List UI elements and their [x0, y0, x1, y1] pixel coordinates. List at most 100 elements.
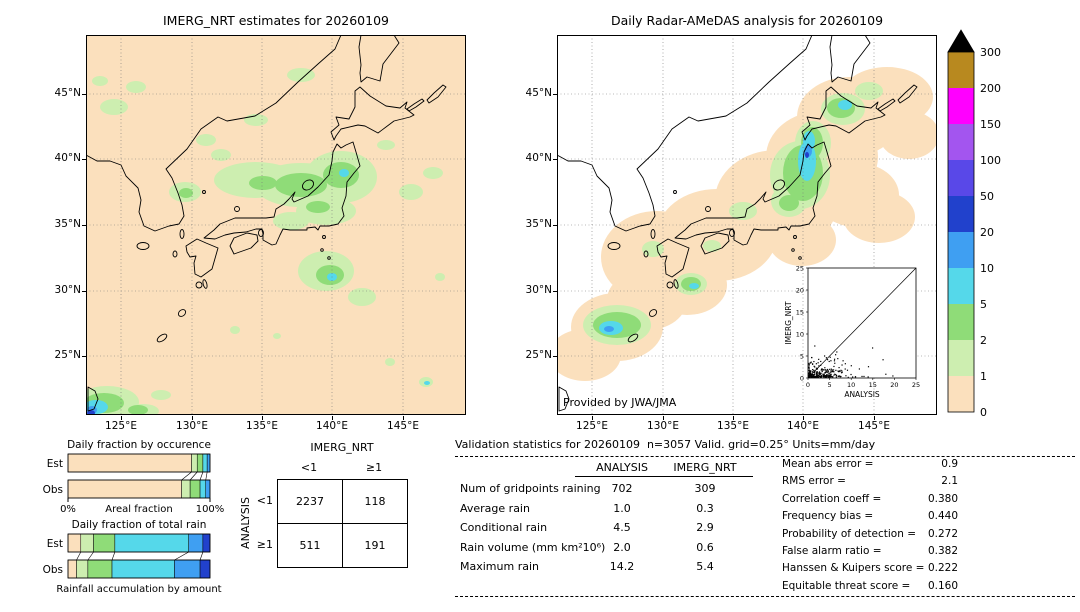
bar-connectors	[76, 551, 204, 561]
bar-row	[67, 533, 211, 553]
bar-segment	[199, 559, 211, 579]
tick-mark	[82, 94, 86, 95]
validation-analysis-value: 4.5	[613, 521, 631, 534]
validation-imerg-value: 2.9	[696, 521, 714, 534]
inset-y-tick-label: 15	[796, 308, 804, 316]
validation-row: Conditional rain 4.5 2.9	[455, 521, 765, 541]
tick-mark	[553, 356, 557, 357]
contingency-col-label-lt1: <1	[300, 461, 318, 474]
validation-analysis-value: 2.0	[613, 540, 631, 554]
colorbar-segment	[948, 304, 974, 340]
bar-segment	[206, 453, 211, 473]
validation-stat-line: Mean abs error = 0.9	[782, 458, 958, 475]
divider-dashed-bottom	[455, 596, 1075, 597]
colorbar-tick-label: 100	[980, 154, 1001, 167]
colorbar-segment	[948, 232, 974, 268]
bar-segment	[196, 453, 204, 473]
bar-row	[67, 559, 211, 579]
contingency-col-group-label: IMERG_NRT	[310, 441, 374, 454]
validation-stat-label: Frequency bias =	[782, 510, 874, 523]
tick-mark	[663, 416, 664, 420]
tick-mark	[553, 94, 557, 95]
validation-stat-line: Hanssen & Kuipers score = 0.222	[782, 562, 958, 579]
validation-stat-value: 0.380	[927, 492, 958, 505]
bar-segment	[191, 453, 198, 473]
validation-stat-label: Probability of detection =	[782, 527, 917, 540]
colorbar-segment	[948, 160, 974, 196]
axis-min-label: 0%	[60, 504, 76, 515]
lon-tick-label: 135°E	[717, 420, 749, 432]
inset-y-tick-label: 20	[796, 286, 804, 294]
one-to-one-line	[807, 267, 917, 379]
tick-mark	[874, 416, 875, 420]
colorbar-tick-label: 2	[980, 334, 987, 347]
inset-y-tick-label: 10	[796, 330, 804, 338]
lon-tick-label: 140°E	[316, 420, 348, 432]
tick-mark	[332, 416, 333, 420]
validation-analysis-value: 14.2	[609, 560, 635, 573]
validation-stat-value: 0.440	[927, 510, 958, 523]
inset-y-tick-label: 0	[800, 374, 804, 382]
validation-row: Maximum rain 14.2 5.4	[455, 560, 765, 580]
validation-col-analysis: ANALYSIS	[596, 461, 648, 474]
right-map-title: Daily Radar-AMeDAS analysis for 20260109	[610, 13, 884, 28]
divider-dashed-top	[455, 456, 1075, 457]
validation-analysis-value: 702	[611, 482, 633, 495]
contingency-table: 2237 118 511 191	[277, 479, 408, 568]
validation-imerg-value: 0.3	[696, 501, 714, 515]
map-frame	[86, 35, 466, 415]
bar-segment	[188, 533, 204, 553]
contingency-row-label-lt1: <1	[256, 494, 273, 507]
bar-row	[67, 479, 211, 499]
bar-segment	[67, 533, 82, 553]
precip-field	[86, 68, 445, 415]
lat-tick-label: 40°N	[525, 152, 552, 164]
fraction-charts: Daily fraction by occurence Est Obs 0% Areal…	[43, 439, 225, 595]
contingency-cell: 118	[342, 479, 408, 524]
lat-tick-label: 40°N	[54, 152, 81, 164]
inset-x-tick-label: 10	[847, 381, 855, 389]
validation-imerg-value: 5.4	[696, 560, 714, 573]
validation-title: Validation statistics for 20260109 n=305…	[455, 438, 876, 451]
contingency-row-label-ge1: ≥1	[256, 538, 273, 551]
coastlines	[557, 35, 918, 412]
validation-stat-line: RMS error = 2.1	[782, 475, 958, 492]
coastlines	[86, 35, 447, 412]
chart-title: Daily fraction by occurence	[67, 439, 211, 451]
inset-x-tick-label: 25	[912, 381, 920, 389]
validation-stat-label: Hanssen & Kuipers score =	[782, 562, 925, 575]
validation-analysis-value: 1.0	[613, 501, 631, 515]
validation-scores: Mean abs error = 0.9 RMS error = 2.1 Correla…	[782, 458, 958, 597]
bar-segment	[76, 559, 89, 579]
validation-stat-value: 0.382	[927, 544, 958, 557]
validation-stat-value: 0.160	[927, 579, 958, 592]
validation-panel: Validation statistics for 20260109 n=305…	[455, 438, 1077, 608]
bar-segment	[67, 559, 77, 579]
bar-segment	[93, 533, 116, 553]
bar-segment	[202, 453, 208, 473]
colorbar-tick-label: 10	[980, 262, 994, 275]
contingency-col-label-ge1: ≥1	[365, 461, 383, 474]
bar-outline	[67, 559, 211, 579]
map-frame	[557, 35, 937, 415]
validation-row-label: Maximum rain	[460, 560, 539, 573]
validation-stat-value: 0.9	[941, 458, 958, 470]
lon-tick-label: 135°E	[246, 420, 278, 432]
lat-tick-label: 45°N	[525, 87, 552, 99]
bar-row	[67, 453, 211, 473]
bar-outline	[67, 453, 211, 473]
validation-stat-label: RMS error =	[782, 475, 846, 488]
bar-segment	[205, 479, 211, 499]
left-map-title: IMERG_NRT estimates for 20260109	[162, 13, 389, 28]
tick-mark	[121, 416, 122, 420]
validation-stat-label: Mean abs error =	[782, 458, 874, 470]
validation-stat-line: Frequency bias = 0.440	[782, 510, 958, 527]
colorbar-segment	[948, 196, 974, 232]
tick-mark	[82, 159, 86, 160]
scatter-points	[808, 345, 894, 378]
inset-y-axis-label: IMERG_NRT	[784, 301, 793, 344]
validation-imerg-value: 309	[694, 482, 716, 495]
colorbar-segment	[948, 376, 974, 412]
colorbar-tick-label: 5	[980, 298, 987, 311]
tick-mark	[82, 291, 86, 292]
